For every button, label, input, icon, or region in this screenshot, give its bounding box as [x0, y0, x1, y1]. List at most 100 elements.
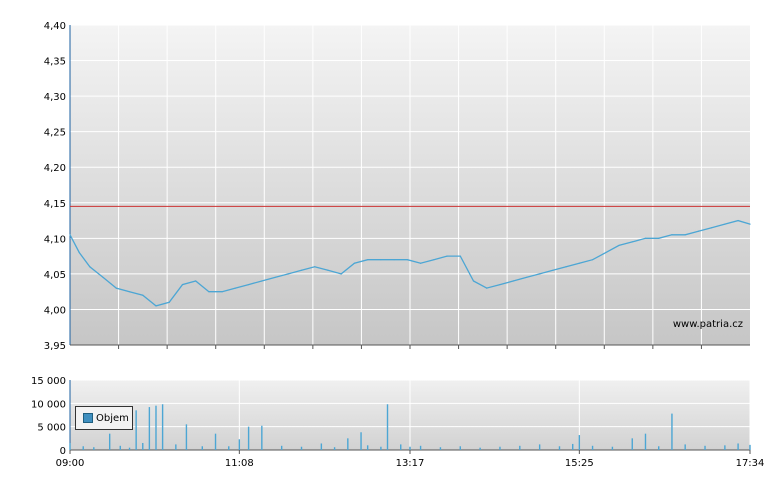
- volume-bar: [128, 447, 131, 450]
- price-point: [711, 227, 713, 229]
- price-point: [340, 273, 342, 275]
- price-tick-label: 4,40: [44, 21, 66, 32]
- price-point: [102, 276, 104, 279]
- price-point: [168, 301, 170, 303]
- volume-bar: [737, 443, 739, 450]
- volume-bar: [333, 447, 336, 450]
- volume-bar: [119, 445, 121, 450]
- volume-bar: [69, 443, 71, 450]
- price-tick-label: 3,95: [44, 341, 66, 352]
- volume-bar: [386, 404, 389, 450]
- volume-bar: [578, 435, 581, 450]
- price-point: [724, 223, 726, 225]
- x-tick-label: 15:25: [565, 458, 594, 469]
- price-point: [327, 269, 329, 271]
- price-point: [578, 262, 580, 264]
- volume-bar: [228, 446, 230, 450]
- price-point: [274, 276, 276, 279]
- volume-bar: [631, 438, 633, 450]
- volume-bar: [135, 410, 137, 450]
- volume-tick-label: 15 000: [31, 376, 66, 387]
- price-point: [247, 283, 250, 286]
- price-point: [433, 259, 435, 261]
- volume-bar: [247, 426, 250, 450]
- time-x-axis: 09:00 11:08 13:17 15:25 17:34: [56, 450, 765, 469]
- price-y-axis: 4,40 4,35 4,30 4,25 4,20 4,15 4,10 4,05 4,00 3,95: [44, 21, 750, 352]
- volume-bar: [320, 443, 323, 450]
- volume-bar: [93, 447, 95, 450]
- price-point: [737, 219, 739, 222]
- volume-bar: [658, 446, 660, 450]
- volume-bar: [439, 447, 442, 450]
- price-point: [300, 269, 303, 271]
- volume-bar: [142, 443, 144, 450]
- x-tick-label: 09:00: [56, 458, 85, 469]
- price-point: [605, 251, 607, 254]
- price-tick-label: 4,25: [44, 128, 66, 139]
- volume-bar: [380, 446, 382, 450]
- volume-bar: [261, 425, 263, 450]
- price-point: [459, 255, 461, 257]
- price-point: [406, 259, 408, 261]
- volume-bar: [671, 413, 673, 450]
- x-tick-label: 17:34: [736, 458, 765, 469]
- volume-bar: [724, 445, 726, 450]
- volume-legend: Objem: [75, 406, 133, 430]
- price-points: [69, 219, 751, 307]
- volume-bar: [366, 445, 369, 450]
- price-point: [552, 269, 554, 271]
- volume-bar: [572, 443, 574, 450]
- price-point: [393, 259, 395, 261]
- volume-bar: [201, 446, 203, 450]
- volume-bar: [280, 445, 283, 450]
- price-point: [128, 291, 131, 293]
- price-point: [142, 294, 144, 296]
- volume-bar: [82, 446, 84, 450]
- price-point: [208, 291, 210, 293]
- volume-bar: [459, 446, 461, 450]
- legend-label-objem: Objem: [96, 412, 129, 424]
- volume-bar: [499, 446, 501, 450]
- price-point: [221, 291, 223, 293]
- volume-bar: [558, 446, 561, 450]
- volume-bar: [704, 445, 706, 450]
- price-tick-label: 4,15: [44, 199, 66, 210]
- price-point: [591, 259, 594, 261]
- volume-bar: [300, 446, 303, 450]
- price-point: [658, 237, 660, 239]
- volume-bar: [148, 407, 151, 450]
- volume-bar: [155, 405, 157, 450]
- price-point: [155, 305, 157, 307]
- price-point: [446, 255, 448, 257]
- volume-bar: [238, 439, 241, 450]
- volume-bar: [749, 444, 751, 450]
- watermark-label: www.patria.cz: [673, 319, 743, 330]
- price-grid: [70, 24, 750, 346]
- price-point: [697, 230, 700, 232]
- price-point: [618, 244, 620, 247]
- volume-bar: [644, 433, 647, 450]
- price-point: [78, 251, 80, 254]
- price-point: [684, 234, 686, 236]
- price-point: [631, 241, 633, 243]
- price-point: [512, 280, 514, 282]
- volume-bar: [409, 446, 411, 450]
- legend-swatch: [83, 413, 93, 423]
- volume-bar: [185, 424, 188, 450]
- price-point: [380, 259, 382, 261]
- price-point: [499, 283, 501, 286]
- volume-bar: [538, 444, 541, 450]
- volume-bar: [684, 444, 686, 450]
- volume-bar: [479, 447, 481, 450]
- price-point: [115, 287, 117, 289]
- price-point: [69, 234, 71, 236]
- price-point: [89, 266, 91, 268]
- price-point: [195, 280, 197, 282]
- volume-bar: [360, 432, 362, 450]
- volume-bar: [175, 444, 177, 450]
- price-point: [181, 283, 184, 286]
- price-tick-label: 4,35: [44, 57, 66, 68]
- price-tick-label: 4,05: [44, 270, 66, 281]
